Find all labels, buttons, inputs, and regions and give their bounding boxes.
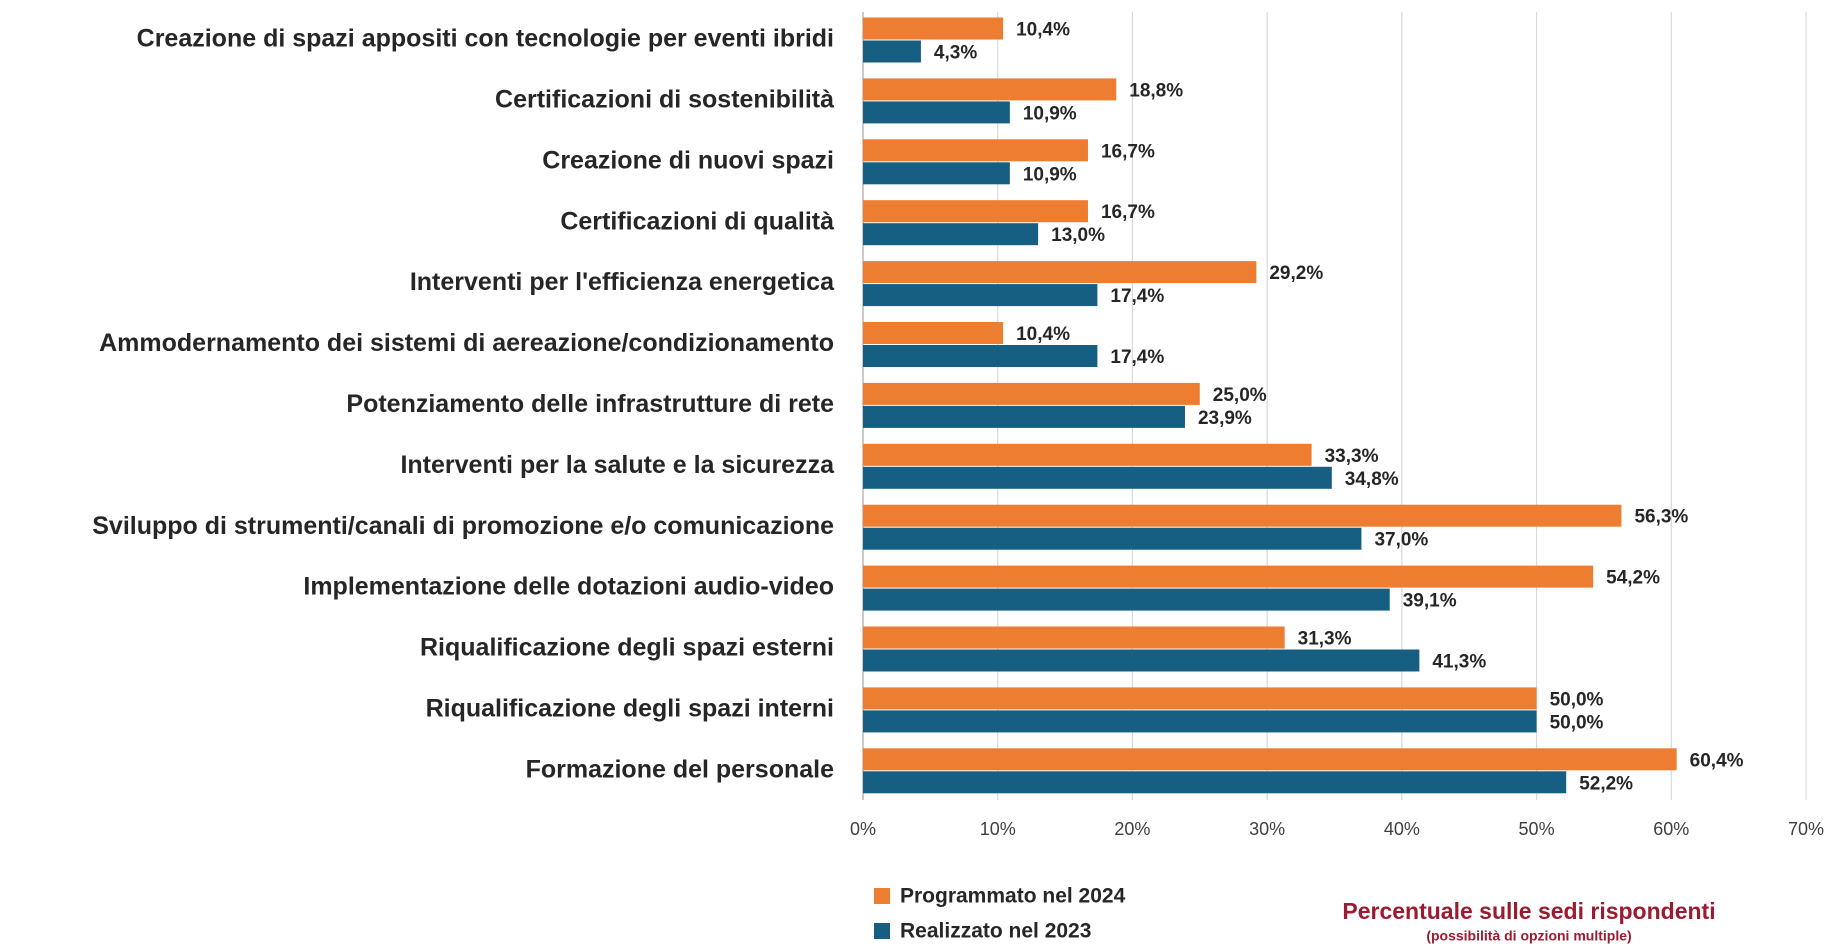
bar [863,284,1098,307]
value-label: 50,0% [1550,712,1604,733]
category-label: Certificazioni di sostenibilità [495,86,834,114]
x-tick-label: 40% [1384,819,1420,839]
value-label: 10,4% [1016,324,1070,345]
x-tick-label: 0% [850,819,876,839]
category-label: Creazione di spazi appositi con tecnolog… [137,25,834,53]
bar [863,748,1677,771]
value-label: 56,3% [1634,507,1688,528]
value-label: 33,3% [1325,446,1379,467]
value-label: 41,3% [1432,652,1486,673]
x-tick-label: 60% [1653,819,1689,839]
bar [863,504,1622,527]
category-label: Certificazioni di qualità [560,207,834,235]
value-label: 37,0% [1374,530,1428,551]
value-label: 52,2% [1579,773,1633,794]
value-label: 23,9% [1198,408,1252,429]
value-label: 54,2% [1606,568,1660,589]
category-label: Formazione del personale [526,755,835,783]
value-label: 60,4% [1690,750,1744,771]
bar [863,101,1010,124]
category-label: Potenziamento delle infrastrutture di re… [346,390,834,418]
x-tick-label: 30% [1249,819,1285,839]
bar [863,139,1088,162]
bar [863,405,1185,428]
category-label: Creazione di nuovi spazi [542,146,834,174]
value-label: 31,3% [1298,629,1352,650]
legend-swatch [874,923,890,939]
bar [863,771,1567,794]
value-label: 25,0% [1213,385,1267,406]
bar [863,382,1200,405]
category-label: Ammodernamento dei sistemi di aereazione… [99,329,834,357]
legend-swatch [874,888,890,904]
value-label: 50,0% [1550,689,1604,710]
value-label: 17,4% [1110,286,1164,307]
legend-label: Realizzato nel 2023 [900,920,1091,943]
bar [863,565,1594,588]
bar [863,200,1088,223]
bar [863,78,1117,101]
bar [863,626,1285,649]
x-tick-label: 70% [1788,819,1824,839]
category-label: Riqualificazione degli spazi esterni [420,634,834,662]
x-tick-label: 10% [980,819,1016,839]
bar [863,466,1332,489]
bar [863,345,1098,367]
bar [863,322,1004,344]
x-tick-label: 50% [1519,819,1555,839]
value-label: 13,0% [1051,225,1105,246]
x-tick-label: 20% [1114,819,1150,839]
bar [863,649,1420,672]
value-label: 10,9% [1023,164,1077,185]
category-label: Sviluppo di strumenti/canali di promozio… [92,512,834,540]
bar [863,162,1010,185]
note: Percentuale sulle sedi rispondenti [1342,898,1715,924]
bar [863,40,921,63]
value-label: 16,7% [1101,141,1155,162]
bar [863,710,1537,733]
value-label: 16,7% [1101,202,1155,223]
bar [863,17,1004,40]
category-label: Interventi per la salute e la sicurezza [400,451,835,479]
value-label: 39,1% [1403,591,1457,612]
bar [863,261,1257,284]
value-label: 10,4% [1016,20,1070,41]
category-label: Implementazione delle dotazioni audio-vi… [303,573,834,601]
bar [863,527,1362,550]
note-sub: (possibilità di opzioni multiple) [1426,928,1631,944]
bar [863,687,1537,710]
value-label: 34,8% [1345,469,1399,490]
value-label: 4,3% [934,43,977,64]
bar [863,588,1390,611]
bar [863,443,1312,466]
category-label: Riqualificazione degli spazi interni [426,695,834,723]
value-label: 10,9% [1023,103,1077,124]
value-label: 29,2% [1269,263,1323,284]
bar [863,223,1039,246]
value-label: 18,8% [1129,80,1183,101]
legend-label: Programmato nel 2024 [900,885,1126,908]
value-label: 17,4% [1110,347,1164,368]
category-label: Interventi per l'efficienza energetica [410,268,835,296]
